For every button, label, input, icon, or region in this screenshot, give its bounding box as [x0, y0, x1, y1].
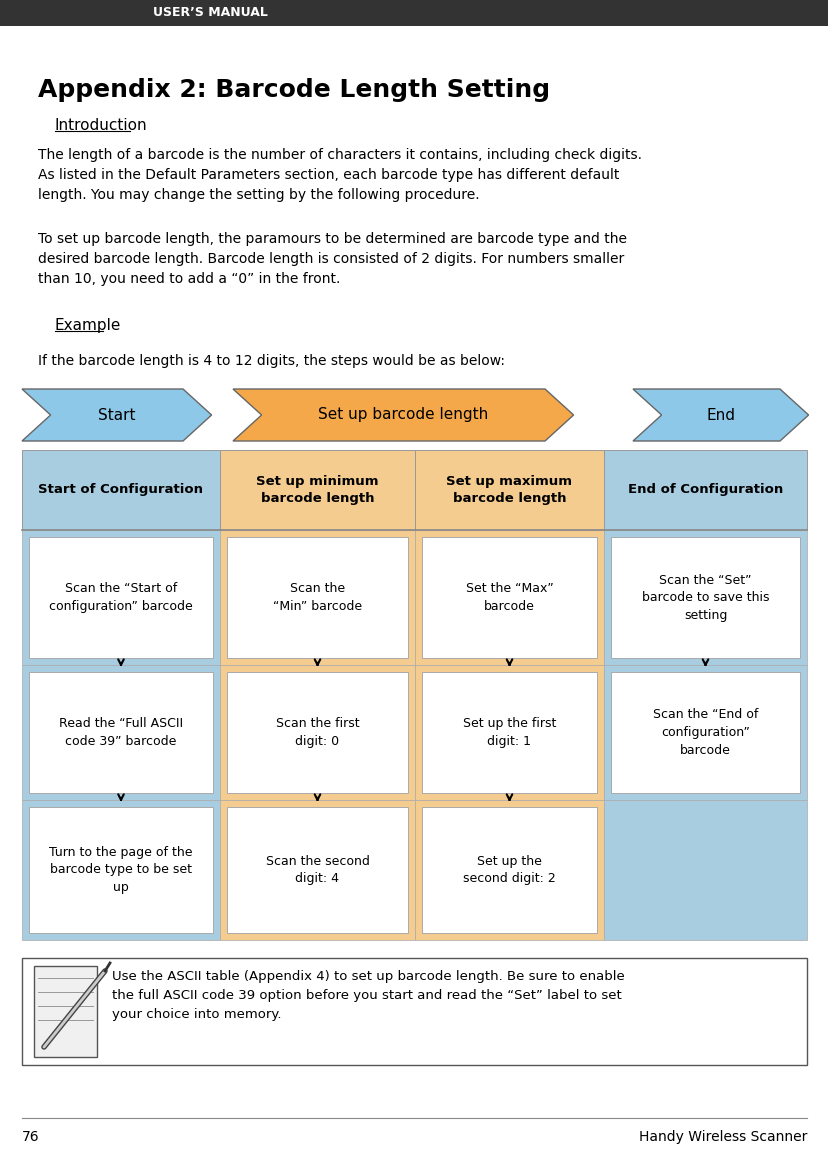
Text: Use the ASCII table (Appendix 4) to set up barcode length. Be sure to enable
the: Use the ASCII table (Appendix 4) to set … — [112, 971, 624, 1021]
Text: Example: Example — [55, 319, 121, 334]
FancyBboxPatch shape — [22, 800, 219, 941]
FancyBboxPatch shape — [29, 807, 213, 932]
Text: Scan the “Set”
barcode to save this
setting: Scan the “Set” barcode to save this sett… — [641, 574, 768, 622]
Text: Scan the “Start of
configuration” barcode: Scan the “Start of configuration” barcod… — [49, 583, 193, 613]
FancyBboxPatch shape — [219, 665, 415, 800]
Text: If the barcode length is 4 to 12 digits, the steps would be as below:: If the barcode length is 4 to 12 digits,… — [38, 354, 504, 368]
FancyBboxPatch shape — [227, 537, 407, 658]
Text: Set the “Max”
barcode: Set the “Max” barcode — [465, 583, 553, 613]
Text: Introduction: Introduction — [55, 118, 147, 133]
FancyBboxPatch shape — [227, 672, 407, 793]
Polygon shape — [233, 389, 573, 441]
Text: To set up barcode length, the paramours to be determined are barcode type and th: To set up barcode length, the paramours … — [38, 232, 626, 286]
FancyBboxPatch shape — [227, 807, 407, 932]
Polygon shape — [633, 389, 807, 441]
Text: Scan the first
digit: 0: Scan the first digit: 0 — [276, 718, 359, 748]
FancyBboxPatch shape — [421, 537, 596, 658]
FancyBboxPatch shape — [415, 800, 604, 941]
Text: End of Configuration: End of Configuration — [627, 484, 782, 496]
Text: Set up the first
digit: 1: Set up the first digit: 1 — [462, 718, 556, 748]
FancyBboxPatch shape — [415, 665, 604, 800]
FancyBboxPatch shape — [219, 530, 415, 665]
FancyBboxPatch shape — [610, 672, 799, 793]
Polygon shape — [22, 389, 211, 441]
FancyBboxPatch shape — [29, 537, 213, 658]
FancyBboxPatch shape — [22, 530, 219, 665]
FancyBboxPatch shape — [421, 672, 596, 793]
Text: Start of Configuration: Start of Configuration — [38, 484, 203, 496]
FancyBboxPatch shape — [604, 530, 806, 665]
Text: Scan the
“Min” barcode: Scan the “Min” barcode — [272, 583, 362, 613]
Text: USER’S MANUAL: USER’S MANUAL — [152, 7, 267, 20]
FancyBboxPatch shape — [22, 958, 806, 1065]
FancyBboxPatch shape — [415, 530, 604, 665]
FancyBboxPatch shape — [421, 807, 596, 932]
Text: Read the “Full ASCII
code 39” barcode: Read the “Full ASCII code 39” barcode — [59, 718, 183, 748]
Text: Scan the “End of
configuration”
barcode: Scan the “End of configuration” barcode — [652, 709, 758, 757]
FancyBboxPatch shape — [610, 537, 799, 658]
Text: Handy Wireless Scanner: Handy Wireless Scanner — [638, 1130, 806, 1144]
FancyBboxPatch shape — [415, 450, 604, 530]
Text: Set up the
second digit: 2: Set up the second digit: 2 — [463, 855, 556, 885]
Text: Appendix 2: Barcode Length Setting: Appendix 2: Barcode Length Setting — [38, 78, 550, 102]
FancyBboxPatch shape — [219, 800, 415, 941]
Text: Scan the second
digit: 4: Scan the second digit: 4 — [265, 855, 369, 885]
Text: Set up barcode length: Set up barcode length — [318, 407, 488, 422]
FancyBboxPatch shape — [219, 450, 415, 530]
Text: Start: Start — [98, 407, 136, 422]
Text: 76: 76 — [22, 1130, 40, 1144]
Text: End: End — [705, 407, 734, 422]
FancyBboxPatch shape — [34, 966, 97, 1057]
Text: The length of a barcode is the number of characters it contains, including check: The length of a barcode is the number of… — [38, 148, 641, 202]
Text: Set up minimum
barcode length: Set up minimum barcode length — [256, 475, 378, 505]
FancyBboxPatch shape — [604, 450, 806, 530]
FancyBboxPatch shape — [0, 0, 828, 27]
Text: Set up maximum
barcode length: Set up maximum barcode length — [446, 475, 572, 505]
FancyBboxPatch shape — [604, 665, 806, 800]
Text: Turn to the page of the
barcode type to be set
up: Turn to the page of the barcode type to … — [49, 846, 193, 894]
FancyBboxPatch shape — [22, 665, 219, 800]
FancyBboxPatch shape — [29, 672, 213, 793]
FancyBboxPatch shape — [604, 800, 806, 941]
FancyBboxPatch shape — [22, 450, 219, 530]
